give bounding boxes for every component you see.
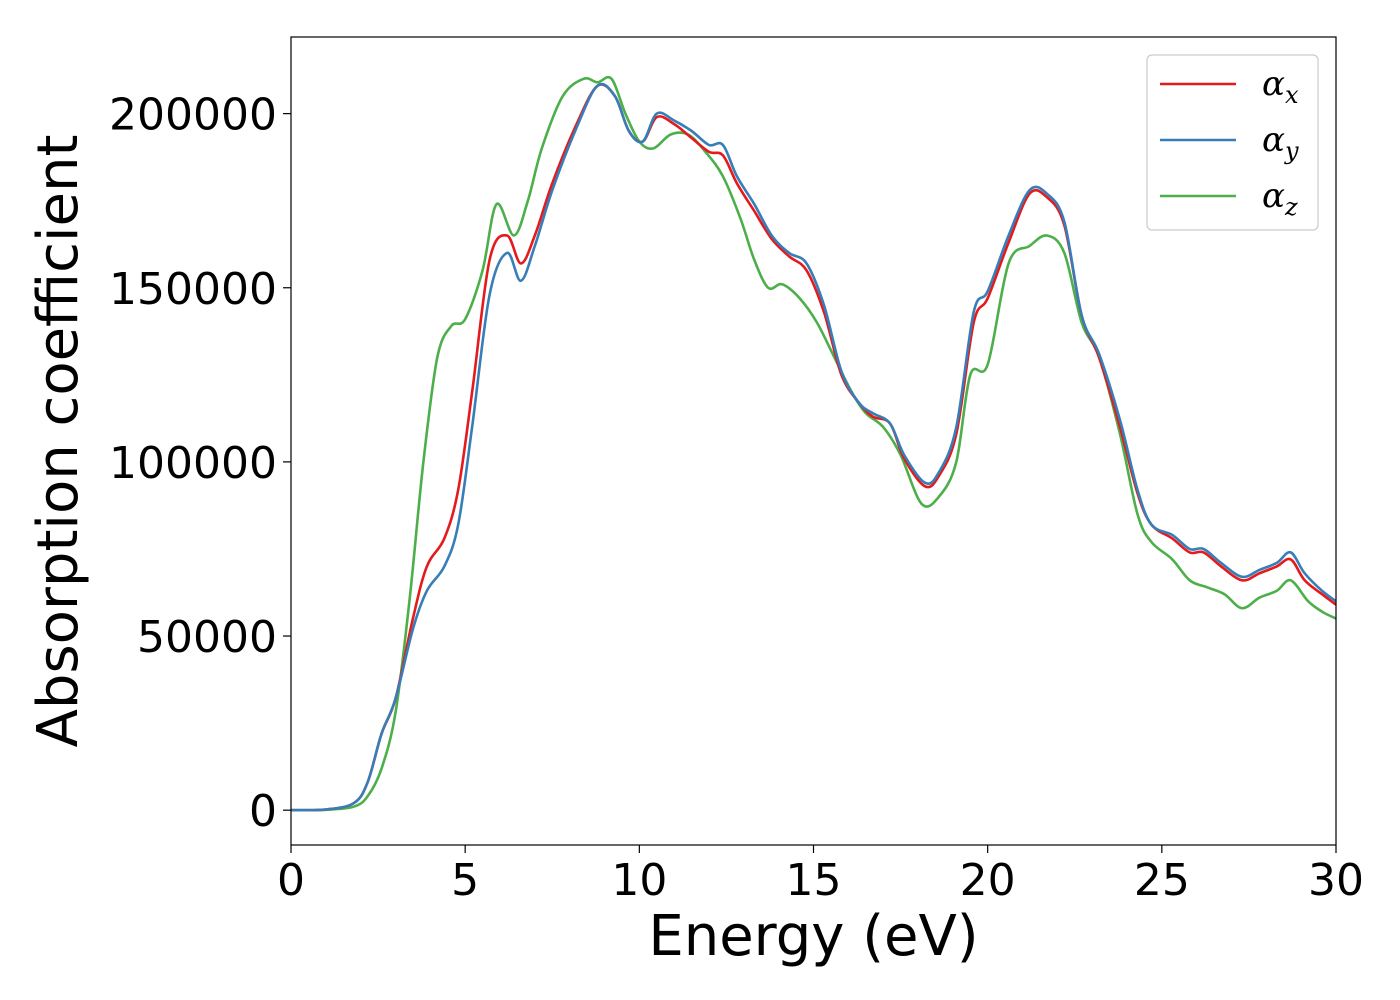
series-line-y bbox=[290, 82, 1337, 812]
series-line-x bbox=[290, 83, 1337, 812]
legend-label-y: αy bbox=[1262, 120, 1299, 165]
plot-lines bbox=[290, 75, 1337, 812]
x-tick-label: 5 bbox=[451, 855, 479, 906]
legend-label-z: αz bbox=[1262, 176, 1298, 221]
y-tick-label: 0 bbox=[249, 786, 277, 837]
x-tick-label: 10 bbox=[611, 855, 667, 906]
y-tick-label: 150000 bbox=[109, 264, 277, 315]
y-axis-label: Absorption coefficient bbox=[26, 135, 91, 748]
legend-box bbox=[1146, 54, 1319, 231]
y-tick-label: 200000 bbox=[109, 90, 277, 141]
x-tick-label: 15 bbox=[786, 855, 842, 906]
legend: αx αy αz bbox=[1146, 54, 1319, 231]
series-line-z bbox=[290, 75, 1337, 812]
y-tick-label: 100000 bbox=[109, 438, 277, 489]
y-axis-ticks: 0 50000 100000 150000 200000 bbox=[109, 90, 291, 837]
y-tick-label: 50000 bbox=[137, 612, 277, 663]
legend-label-x: αx bbox=[1262, 64, 1299, 109]
x-axis-ticks: 0 5 10 15 20 25 30 bbox=[277, 845, 1364, 906]
x-tick-label: 25 bbox=[1134, 855, 1190, 906]
x-tick-label: 0 bbox=[277, 855, 305, 906]
x-tick-label: 20 bbox=[960, 855, 1016, 906]
x-axis-label: Energy (eV) bbox=[648, 904, 978, 969]
x-tick-label: 30 bbox=[1308, 855, 1364, 906]
